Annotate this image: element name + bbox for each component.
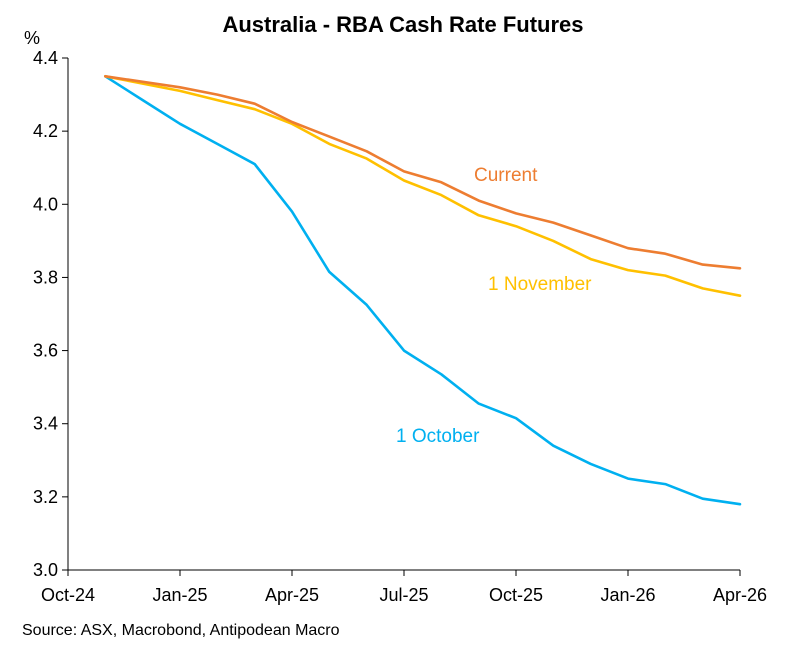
- x-tick-label: Jan-25: [152, 585, 207, 605]
- y-tick-label: 4.4: [33, 48, 58, 68]
- x-tick-label: Apr-25: [265, 585, 319, 605]
- series-lines: [104, 75, 742, 506]
- series-line-current: [104, 75, 742, 270]
- series-line-1-november: [104, 75, 742, 298]
- x-tick-label: Apr-26: [713, 585, 767, 605]
- x-axis-ticks: Oct-24 Jan-25 Apr-25 Jul-25 Oct-25 Jan-26 Apr-…: [41, 570, 767, 605]
- source-note: Source: ASX, Macrobond, Antipodean Macro: [22, 622, 340, 639]
- y-tick-label: 3.2: [33, 487, 58, 507]
- y-tick-label: 3.4: [33, 414, 58, 434]
- series-label-1-october: 1 October: [396, 426, 480, 447]
- y-tick-label: 3.0: [33, 560, 58, 580]
- y-tick-label: 3.6: [33, 341, 58, 361]
- chart-title: Australia - RBA Cash Rate Futures: [222, 12, 583, 37]
- x-tick-label: Jan-26: [600, 585, 655, 605]
- series-line-1-october: [104, 75, 742, 506]
- y-axis-ticks: 3.0 3.2 3.4 3.6 3.8 4.0 4.2 4.4: [33, 48, 68, 580]
- y-tick-label: 4.0: [33, 194, 58, 214]
- series-label-1-november: 1 November: [488, 274, 592, 295]
- y-tick-label: 3.8: [33, 267, 58, 287]
- y-tick-label: 4.2: [33, 121, 58, 141]
- y-axis-unit-label: %: [24, 28, 40, 48]
- x-tick-label: Oct-24: [41, 585, 95, 605]
- x-tick-label: Oct-25: [489, 585, 543, 605]
- x-tick-label: Jul-25: [379, 585, 428, 605]
- series-label-current: Current: [474, 165, 538, 186]
